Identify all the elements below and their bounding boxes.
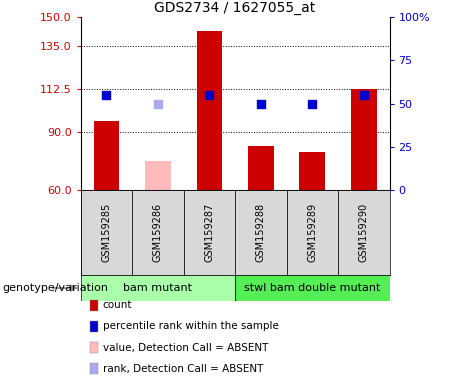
Text: GSM159289: GSM159289	[307, 203, 317, 262]
Bar	[287, 190, 338, 275]
Text: GSM159286: GSM159286	[153, 203, 163, 262]
Point	[206, 92, 213, 98]
Text: count: count	[103, 300, 132, 310]
Text: GSM159290: GSM159290	[359, 203, 369, 262]
Bar	[81, 275, 235, 301]
Point	[103, 92, 110, 98]
Point	[308, 101, 316, 107]
Text: GSM159285: GSM159285	[101, 203, 112, 262]
Bar	[300, 152, 325, 190]
Bar	[94, 121, 119, 190]
Point	[154, 101, 161, 107]
Point	[360, 92, 367, 98]
Text: bam mutant: bam mutant	[124, 283, 192, 293]
Bar	[338, 190, 390, 275]
Text: genotype/variation: genotype/variation	[2, 283, 108, 293]
Text: stwl bam double mutant: stwl bam double mutant	[244, 283, 380, 293]
Point	[257, 101, 265, 107]
Bar	[351, 89, 377, 190]
Bar	[183, 190, 235, 275]
Bar	[81, 190, 132, 275]
Text: rank, Detection Call = ABSENT: rank, Detection Call = ABSENT	[103, 364, 263, 374]
Bar	[132, 190, 183, 275]
Bar	[235, 275, 390, 301]
Bar	[145, 161, 171, 190]
Bar	[196, 31, 222, 190]
Text: GSM159287: GSM159287	[204, 203, 214, 262]
Bar	[248, 146, 274, 190]
Text: value, Detection Call = ABSENT: value, Detection Call = ABSENT	[103, 343, 268, 353]
Bar	[235, 190, 287, 275]
Text: percentile rank within the sample: percentile rank within the sample	[103, 321, 279, 331]
Title: GDS2734 / 1627055_at: GDS2734 / 1627055_at	[154, 1, 316, 15]
Text: GSM159288: GSM159288	[256, 203, 266, 262]
